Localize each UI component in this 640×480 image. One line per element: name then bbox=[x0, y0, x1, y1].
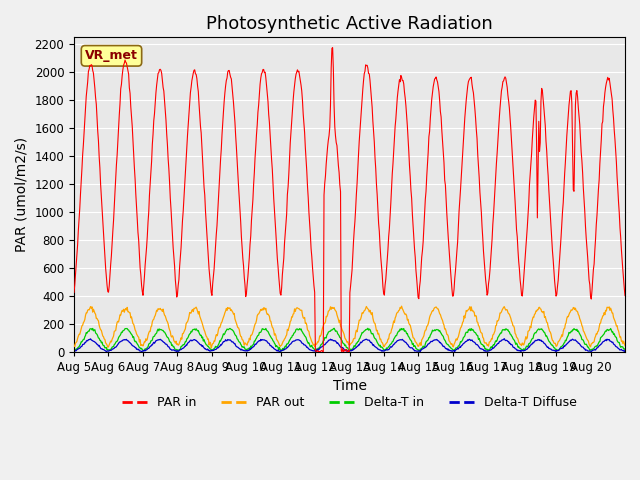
Legend: PAR in, PAR out, Delta-T in, Delta-T Diffuse: PAR in, PAR out, Delta-T in, Delta-T Dif… bbox=[116, 391, 582, 414]
X-axis label: Time: Time bbox=[333, 379, 367, 393]
Title: Photosynthetic Active Radiation: Photosynthetic Active Radiation bbox=[206, 15, 493, 33]
Text: VR_met: VR_met bbox=[85, 49, 138, 62]
Y-axis label: PAR (umol/m2/s): PAR (umol/m2/s) bbox=[15, 137, 29, 252]
